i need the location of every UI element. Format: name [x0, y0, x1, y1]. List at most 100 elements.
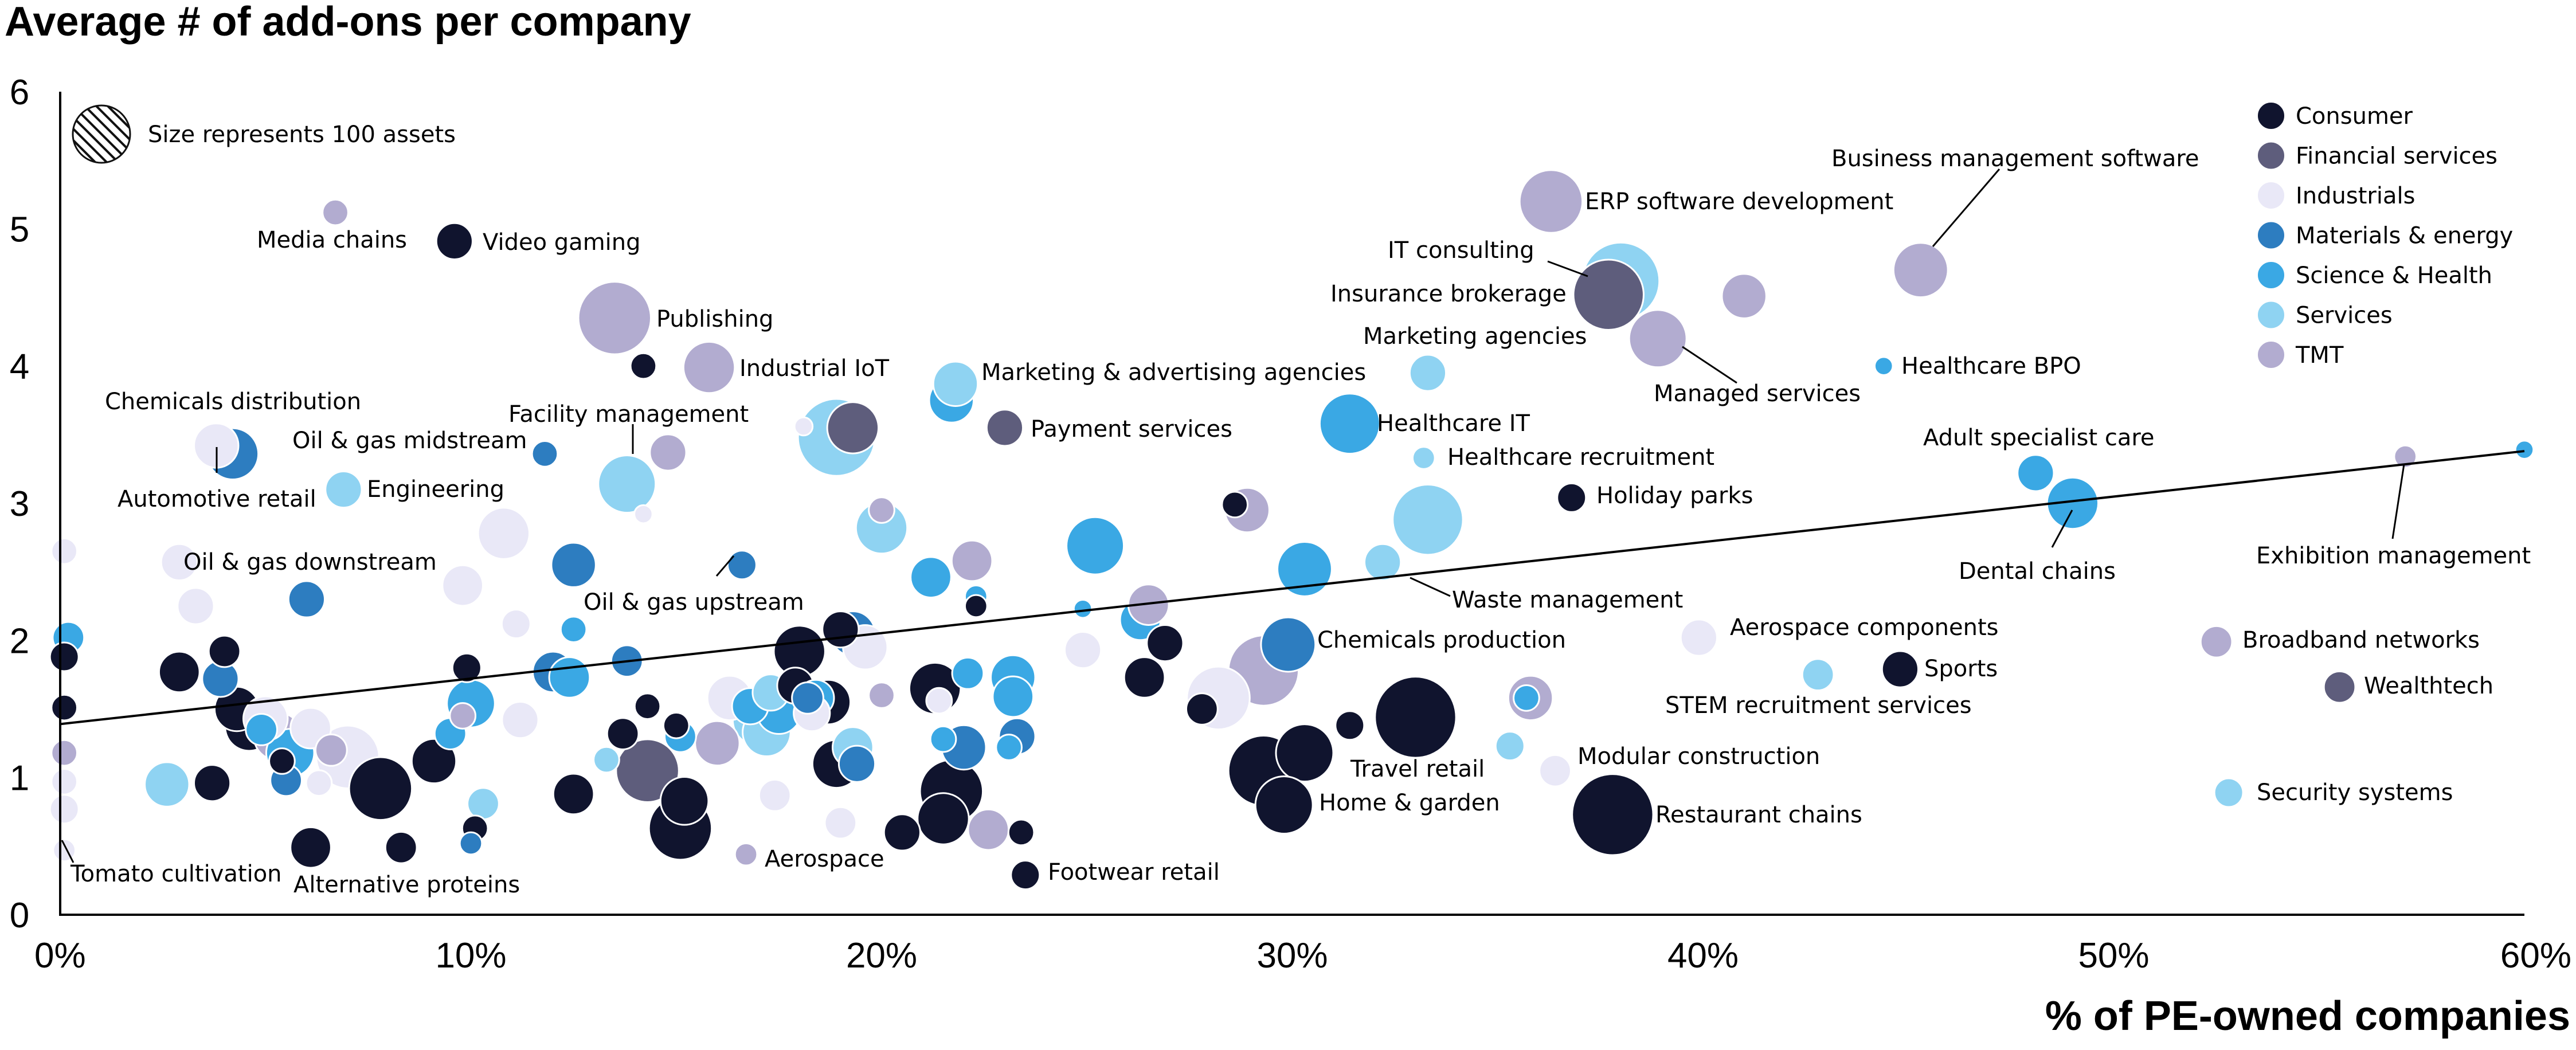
point-label: Facility management	[508, 401, 749, 428]
x-tick-label: 0%	[34, 936, 86, 975]
bubble-point	[925, 687, 953, 715]
trendline	[60, 450, 2525, 726]
bubble-point	[824, 806, 858, 840]
point-label: Video gaming	[483, 229, 641, 256]
legend-swatch	[2257, 340, 2285, 369]
point-label: Business management software	[1831, 146, 2199, 172]
x-tick-label: 30%	[1256, 936, 1328, 975]
legend-label: TMT	[2295, 342, 2344, 369]
point-label: Marketing agencies	[1363, 323, 1587, 350]
bubble-point	[615, 738, 680, 803]
point-label: Aerospace	[765, 846, 884, 872]
bubble-point	[995, 734, 1023, 761]
bubble-point	[1628, 309, 1688, 369]
bubble-point	[1185, 692, 1219, 726]
point-label: STEM recruitment services	[1665, 692, 1972, 719]
bubble-point	[144, 761, 190, 808]
bubble-point	[1408, 354, 1447, 392]
bubble-point	[992, 675, 1035, 718]
bubble-point	[577, 281, 652, 355]
x-tick-label: 50%	[2078, 936, 2149, 975]
bubble-point	[1518, 169, 1584, 234]
point-label: Oil & gas midstream	[292, 428, 527, 454]
chart-title: Average # of add-ons per company	[5, 0, 691, 45]
bubble-point	[1494, 731, 1525, 762]
bubble-point	[1072, 598, 1093, 619]
bubble-point	[734, 842, 758, 867]
point-label: Automotive retail	[118, 486, 316, 512]
bubble-point	[177, 587, 215, 625]
bubble-point	[1513, 684, 1540, 712]
bubble-point	[268, 747, 296, 775]
bubble-point	[1063, 630, 1102, 669]
point-label: Oil & gas downstream	[183, 549, 437, 575]
point-label: Managed services	[1654, 381, 1861, 407]
bubble-point	[883, 813, 921, 852]
bubble-point	[726, 550, 757, 581]
bubble-point	[50, 537, 79, 565]
bubble-point	[2017, 454, 2055, 492]
bubble-point	[649, 433, 687, 472]
size-key-icon	[72, 104, 131, 164]
leader-lines	[61, 169, 2405, 863]
bubble-point	[985, 409, 1024, 447]
bubble-point	[559, 616, 588, 644]
y-tick-label: 0	[10, 896, 29, 935]
x-tick-label: 20%	[846, 936, 917, 975]
bubble-point	[49, 794, 80, 825]
bubble-point	[449, 702, 477, 730]
bubble-point	[550, 542, 597, 588]
point-label: Restaurant chains	[1655, 802, 1862, 828]
axis-ticks: 0% 10% 20% 30% 40% 50% 60% 0 1 2 3 4 5 6	[10, 73, 2571, 975]
bubble-point	[49, 641, 80, 672]
bubble-point	[967, 808, 1010, 851]
x-axis-label: % of PE-owned companies	[2045, 993, 2570, 1039]
bubble-point	[629, 352, 657, 380]
bubble-point	[868, 681, 895, 709]
bubble-point	[593, 746, 620, 774]
legend-label: Industrials	[2296, 183, 2415, 209]
bubble-point	[1374, 676, 1457, 759]
bubble-point	[821, 610, 860, 649]
bubble-point	[322, 198, 349, 226]
point-label: Engineering	[367, 476, 504, 503]
bubble-point	[1334, 710, 1365, 741]
bubble-point	[2199, 625, 2233, 659]
bubble-point	[287, 580, 326, 618]
bubble-point	[682, 340, 736, 394]
point-label: Marketing & advertising agencies	[981, 359, 1366, 386]
point-label: Security systems	[2257, 779, 2453, 806]
bubble-point	[1277, 540, 1333, 597]
bubble-point	[500, 609, 531, 640]
bubble-point	[793, 416, 814, 437]
legend-swatch	[2257, 141, 2285, 170]
y-tick-label: 2	[10, 621, 29, 661]
point-label: Travel retail	[1350, 756, 1485, 782]
bubble-point	[158, 651, 201, 694]
bubble-point	[868, 496, 895, 524]
bubble-point	[548, 656, 591, 699]
bubble-point	[910, 556, 952, 599]
bubble-point	[1801, 658, 1835, 692]
bubble-point	[1572, 258, 1645, 331]
point-label: Adult specialist care	[1923, 425, 2155, 451]
bubble-point	[1275, 723, 1334, 783]
bubble-point	[52, 838, 77, 863]
y-tick-label: 6	[10, 73, 29, 112]
bubble-point	[435, 222, 473, 260]
bubble-point	[1721, 273, 1767, 319]
point-label: Media chains	[257, 227, 407, 253]
point-label: Healthcare BPO	[1901, 353, 2081, 379]
bubble-point	[1556, 482, 1587, 513]
point-label: Oil & gas upstream	[584, 589, 804, 616]
point-label: Waste management	[1452, 587, 1683, 613]
bubble-point	[1007, 818, 1035, 847]
bubbles	[49, 169, 2535, 891]
point-label: Footwear retail	[1048, 859, 1220, 886]
y-tick-label: 3	[10, 484, 29, 524]
bubble-point	[305, 769, 333, 797]
bubble-point	[208, 634, 241, 668]
bubble-point	[1260, 616, 1317, 673]
bubble-point	[633, 504, 653, 524]
bubble-point	[160, 543, 198, 582]
